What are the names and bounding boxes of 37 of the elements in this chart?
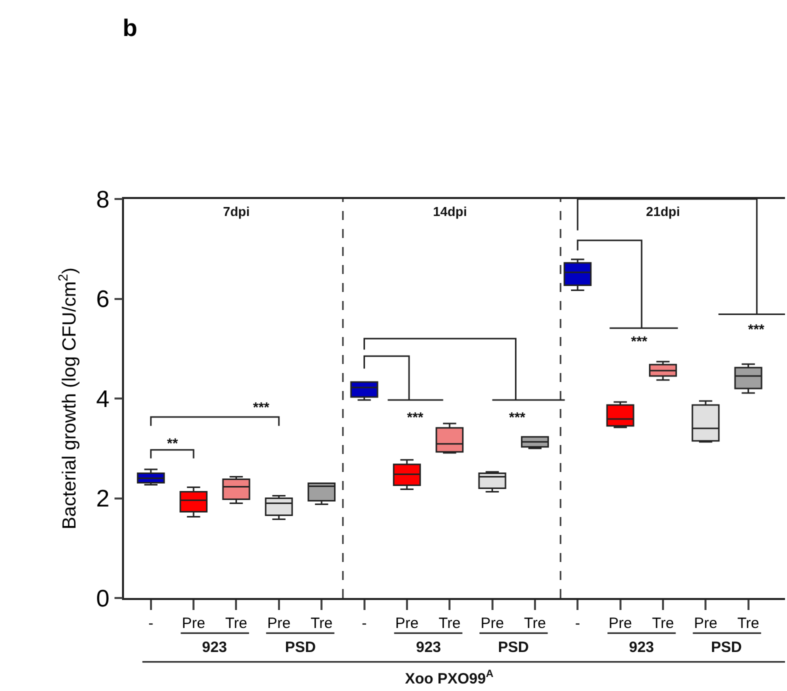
text: 923	[202, 639, 228, 656]
x-tick-label: Tre	[652, 614, 674, 632]
annotation: 21dpi	[646, 204, 680, 219]
chart-title: b	[122, 15, 138, 42]
x-tick-label: -	[575, 614, 580, 632]
x-tick-label: Tre	[225, 614, 248, 632]
y-tick-label: 2	[96, 486, 110, 513]
annotation: ***	[631, 333, 648, 349]
text: 923	[416, 639, 442, 656]
annotation: ***	[253, 399, 270, 415]
x-tick-label: Pre	[395, 614, 419, 632]
text: PSD	[711, 639, 742, 656]
annotation: 14dpi	[433, 204, 467, 219]
x-tick-label: Tre	[438, 614, 461, 632]
annotation: ***	[748, 321, 765, 337]
y-tick-label: 0	[96, 585, 110, 612]
annotation: ***	[407, 409, 424, 425]
text: Xoo PXO99$^{A}$	[405, 668, 494, 688]
x-tick-label: -	[362, 614, 367, 632]
y-tick-label: 4	[96, 386, 110, 413]
annotation: **	[167, 435, 178, 451]
x-tick-label: Tre	[737, 614, 760, 632]
annotation: 7dpi	[223, 204, 250, 219]
text: 923	[629, 639, 654, 656]
x-tick-label: Pre	[480, 614, 504, 632]
y-tick-label: 8	[96, 186, 110, 214]
x-tick-label: -	[148, 614, 154, 632]
x-tick-label: Tre	[524, 614, 546, 632]
text: PSD	[285, 639, 316, 656]
annotation: ***	[509, 409, 526, 425]
x-tick-label: Pre	[182, 614, 206, 632]
y-tick-label: 6	[96, 286, 110, 314]
x-tick-label: Pre	[694, 614, 718, 632]
x-tick-label: Pre	[608, 614, 632, 632]
text: PSD	[498, 639, 530, 656]
x-tick-label: Tre	[310, 614, 333, 632]
x-tick-label: Pre	[267, 614, 291, 632]
